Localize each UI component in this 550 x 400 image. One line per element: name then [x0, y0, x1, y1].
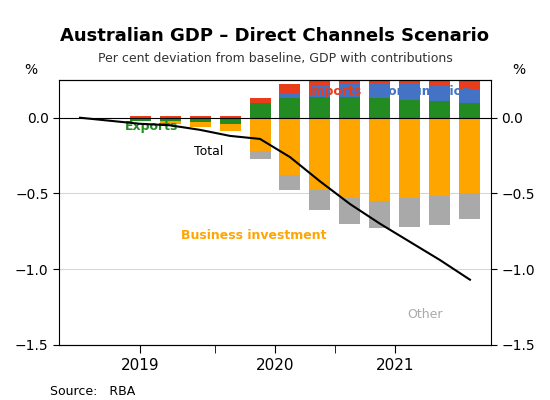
Bar [279, 118, 300, 175]
Text: Per cent deviation from baseline, GDP with contributions: Per cent deviation from baseline, GDP wi… [98, 52, 452, 65]
Bar [430, 118, 450, 196]
Bar [160, 116, 180, 118]
Text: Other: Other [407, 308, 443, 321]
Bar [430, 77, 450, 86]
Bar [279, 94, 300, 98]
Bar [100, 118, 120, 119]
Bar [310, 118, 331, 190]
Bar [399, 72, 420, 83]
Bar [219, 118, 240, 124]
Bar [130, 118, 151, 121]
Bar [100, 118, 120, 119]
Bar [190, 116, 211, 118]
Bar [430, 196, 450, 225]
Bar [370, 71, 390, 83]
Bar [339, 96, 360, 118]
Bar [160, 118, 180, 121]
Text: %: % [24, 63, 37, 77]
Bar [310, 190, 331, 210]
Bar [310, 96, 331, 118]
Bar [430, 86, 450, 101]
Bar [250, 151, 271, 159]
Bar [399, 118, 420, 198]
Text: Consumption: Consumption [379, 85, 471, 98]
Bar [219, 118, 240, 131]
Bar [250, 102, 271, 118]
Bar [370, 98, 390, 118]
Bar [459, 89, 481, 102]
Bar [250, 118, 271, 151]
Bar [339, 118, 360, 198]
Bar [459, 118, 481, 194]
Bar [250, 98, 271, 102]
Bar [160, 118, 180, 124]
Bar [190, 118, 211, 127]
Text: Imports: Imports [308, 85, 362, 98]
Bar [459, 194, 481, 219]
Text: Business investment: Business investment [182, 229, 327, 242]
Bar [459, 102, 481, 118]
Bar [279, 175, 300, 190]
Bar [219, 116, 240, 118]
Text: Exports: Exports [125, 120, 178, 132]
Bar [310, 74, 331, 86]
Bar [310, 86, 331, 96]
Bar [279, 98, 300, 118]
Bar [190, 118, 211, 122]
Bar [339, 198, 360, 224]
Text: Source:   RBA: Source: RBA [50, 385, 135, 398]
Bar [430, 101, 450, 118]
Bar [370, 118, 390, 201]
Text: %: % [513, 63, 526, 77]
Bar [370, 201, 390, 228]
Bar [459, 82, 481, 89]
Bar [130, 118, 151, 121]
Bar [339, 83, 360, 96]
Bar [339, 69, 360, 83]
Bar [399, 198, 420, 227]
Bar [370, 83, 390, 98]
Bar [399, 83, 420, 100]
Bar [279, 84, 300, 94]
Text: Total: Total [194, 144, 223, 158]
Bar [130, 116, 151, 118]
Bar [399, 100, 420, 118]
Title: Australian GDP – Direct Channels Scenario: Australian GDP – Direct Channels Scenari… [60, 27, 490, 45]
